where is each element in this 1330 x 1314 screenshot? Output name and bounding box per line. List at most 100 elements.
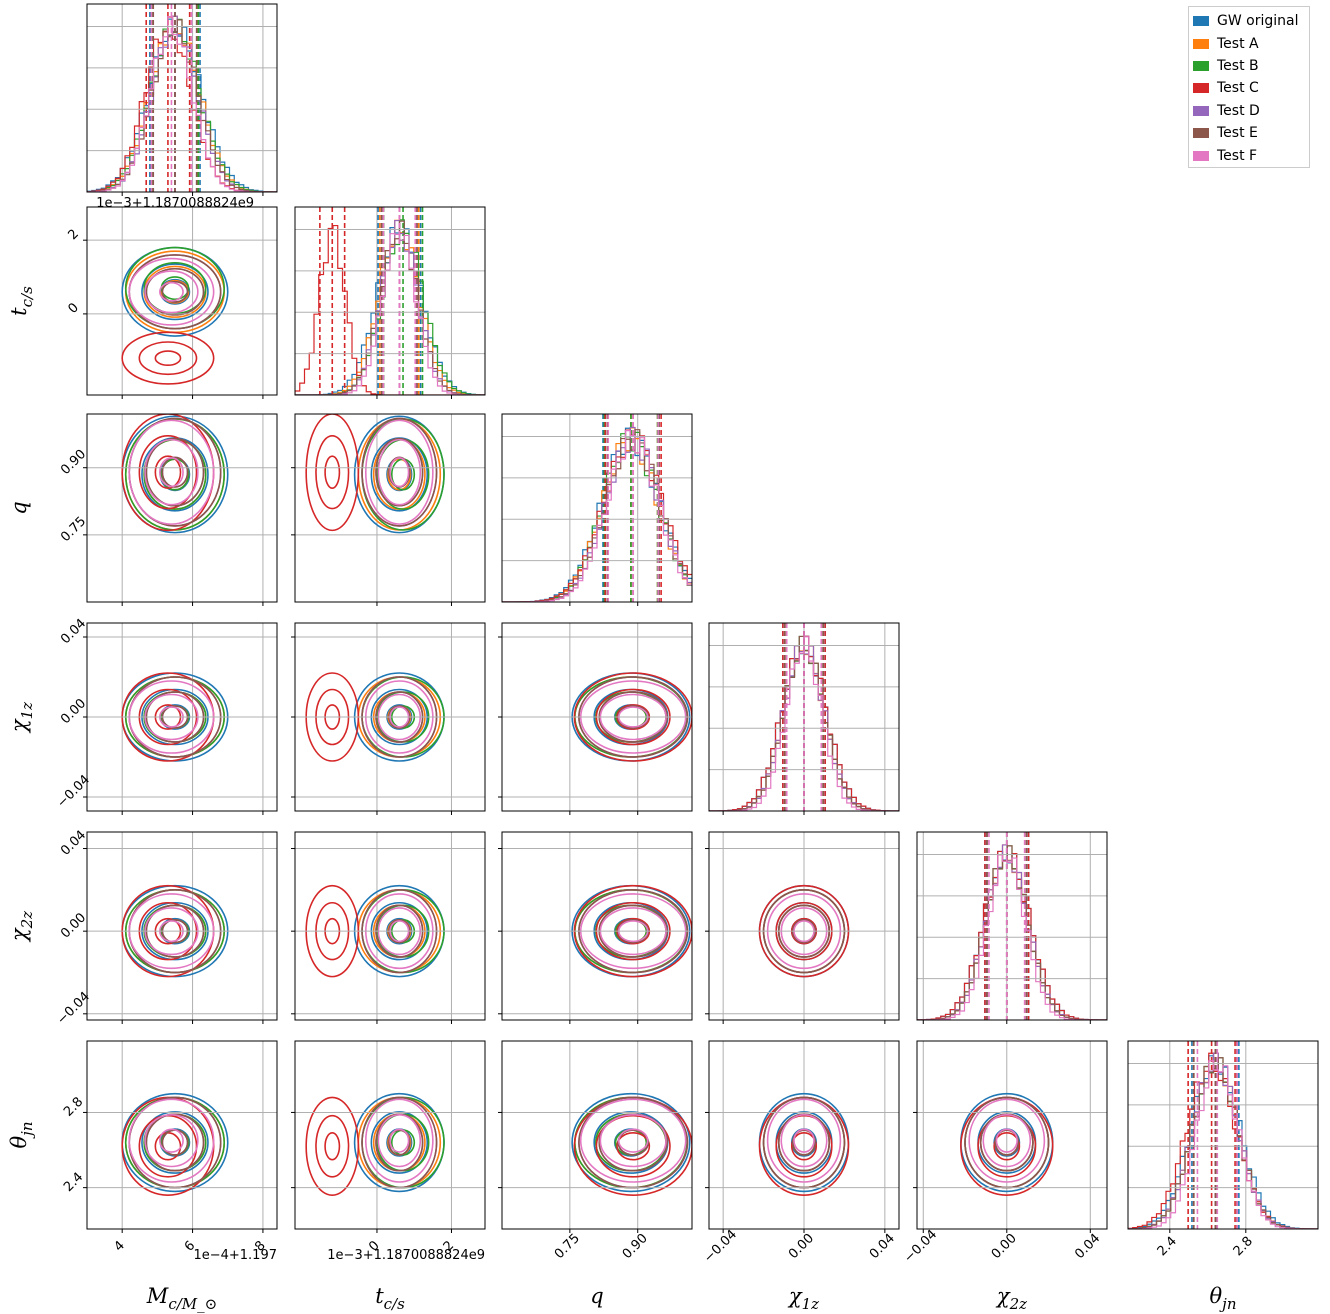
contour-Test C bbox=[977, 1114, 1037, 1178]
xtick-label-chi1z: 0.04 bbox=[867, 1231, 898, 1262]
contour-Test F bbox=[389, 457, 410, 488]
legend-swatch bbox=[1193, 83, 1209, 94]
legend-swatch bbox=[1193, 60, 1209, 71]
legend-swatch bbox=[1193, 105, 1209, 116]
contour-Test C bbox=[121, 331, 215, 385]
ytick-label-chi1z: 0.00 bbox=[58, 696, 89, 727]
contour-Test B bbox=[124, 1096, 226, 1189]
xlabel-chi2z: χ2z bbox=[995, 1284, 1027, 1313]
panel-content bbox=[121, 1092, 229, 1196]
contour-Test F bbox=[793, 1128, 815, 1153]
legend-label: GW original bbox=[1217, 13, 1299, 30]
xtick-label-q: 0.90 bbox=[620, 1231, 651, 1262]
contour-Test C bbox=[315, 435, 350, 510]
contour-Test F bbox=[144, 1113, 199, 1168]
contour-Test F bbox=[144, 438, 199, 506]
legend: GW original Test A Test B Test C Test D Test … bbox=[1188, 6, 1310, 168]
contour-Test E bbox=[375, 1113, 424, 1172]
ytick-label-theta_jn: 2.4 bbox=[61, 1170, 86, 1195]
contour-Test F bbox=[128, 257, 215, 326]
xtick-label-Mc: 4 bbox=[111, 1238, 127, 1254]
hist-panel-q bbox=[501, 413, 693, 606]
xlabel-chi1z: χ1z bbox=[787, 1284, 819, 1313]
legend-item: Test E bbox=[1193, 122, 1305, 144]
panel-Mc-chi1z bbox=[83, 622, 278, 815]
contour-Test F bbox=[128, 419, 215, 525]
ytick-label-chi2z: 0.00 bbox=[58, 910, 89, 941]
xtick-label-chi2z: 0.04 bbox=[1072, 1231, 1103, 1262]
offset-text-tc: 1e−3+1.1870088824e9 bbox=[327, 1248, 485, 1263]
panel-frame bbox=[86, 413, 278, 603]
legend-item: Test B bbox=[1193, 55, 1305, 77]
panel-frame bbox=[501, 1040, 693, 1230]
panel-tc-chi2z bbox=[291, 831, 486, 1024]
hist-Test E bbox=[87, 19, 277, 192]
contour-Test C bbox=[324, 455, 341, 489]
xtick-label-chi2z: −0.04 bbox=[901, 1227, 940, 1266]
hist-panel-tc bbox=[294, 206, 486, 399]
panel-content bbox=[121, 414, 229, 534]
panel-content bbox=[87, 4, 277, 192]
offset-text-Mc: 1e−4+1.197 bbox=[193, 1248, 277, 1263]
panel-content bbox=[1128, 1041, 1318, 1229]
contour-Test C bbox=[154, 350, 182, 367]
contour-Test E bbox=[145, 267, 205, 316]
panel-chi1z-chi2z bbox=[705, 831, 900, 1024]
hist-GW original bbox=[917, 850, 1107, 1020]
panel-frame bbox=[294, 831, 486, 1021]
legend-swatch bbox=[1193, 128, 1209, 139]
panel-tc-chi1z bbox=[291, 622, 486, 815]
xtick-label-theta_jn: 2.8 bbox=[1231, 1234, 1256, 1259]
panel-frame bbox=[86, 1040, 278, 1230]
contour-Test E bbox=[161, 456, 189, 488]
contour-Test F bbox=[780, 1113, 828, 1168]
contour-Test F bbox=[982, 1113, 1032, 1168]
xtick-label-q: 0.75 bbox=[552, 1231, 583, 1262]
panel-frame bbox=[294, 413, 486, 603]
hist-panel-chi1z bbox=[708, 622, 900, 815]
panel-tc-q bbox=[291, 413, 486, 606]
panel-frame bbox=[294, 1040, 486, 1230]
xlabel-Mc: Mc/M_⊙ bbox=[146, 1284, 217, 1313]
legend-label: Test E bbox=[1217, 125, 1258, 142]
ytick-label-theta_jn: 2.8 bbox=[61, 1095, 86, 1120]
contour-GW original bbox=[571, 1092, 691, 1193]
panel-q-theta_jn bbox=[498, 1040, 693, 1233]
panel-Mc-q bbox=[83, 413, 278, 606]
xlabel-tc: tc/s bbox=[375, 1284, 405, 1313]
contour-Test F bbox=[144, 270, 199, 314]
contour-Test F bbox=[968, 1098, 1046, 1183]
contour-Test C bbox=[993, 1132, 1021, 1161]
panel-frame bbox=[86, 831, 278, 1021]
ytick-label-tc: 2 bbox=[65, 227, 81, 243]
panel-Mc-tc bbox=[83, 206, 278, 399]
contour-Test C bbox=[305, 414, 360, 532]
xtick-label-chi1z: 0.00 bbox=[786, 1231, 817, 1262]
ytick-label-q: 0.75 bbox=[58, 514, 89, 545]
contour-Test F bbox=[128, 1098, 215, 1183]
hist-Test C bbox=[295, 224, 485, 395]
ytick-label-tc: 0 bbox=[65, 300, 81, 316]
hist-Test C bbox=[917, 850, 1107, 1020]
contour-Test F bbox=[579, 1098, 687, 1183]
panel-content bbox=[917, 832, 1107, 1020]
panel-frame bbox=[916, 1040, 1108, 1230]
hist-Test D bbox=[917, 844, 1107, 1020]
legend-item: Test D bbox=[1193, 100, 1305, 122]
contour-Test F bbox=[995, 1128, 1018, 1153]
contour-Test C bbox=[790, 1132, 818, 1161]
panel-chi1z-theta_jn bbox=[705, 1040, 900, 1233]
legend-label: Test A bbox=[1217, 35, 1259, 52]
contour-Test A bbox=[143, 265, 207, 318]
legend-item: GW original bbox=[1193, 10, 1305, 32]
panel-content bbox=[502, 414, 692, 602]
legend-item: Test F bbox=[1193, 144, 1305, 166]
panel-q-chi2z bbox=[498, 831, 693, 1024]
hist-Test F bbox=[295, 233, 485, 395]
contour-Test F bbox=[377, 438, 422, 506]
legend-item: Test C bbox=[1193, 77, 1305, 99]
contour-Test F bbox=[599, 1113, 667, 1168]
panel-Mc-chi2z bbox=[83, 831, 278, 1024]
hist-Test F bbox=[1128, 1060, 1318, 1229]
